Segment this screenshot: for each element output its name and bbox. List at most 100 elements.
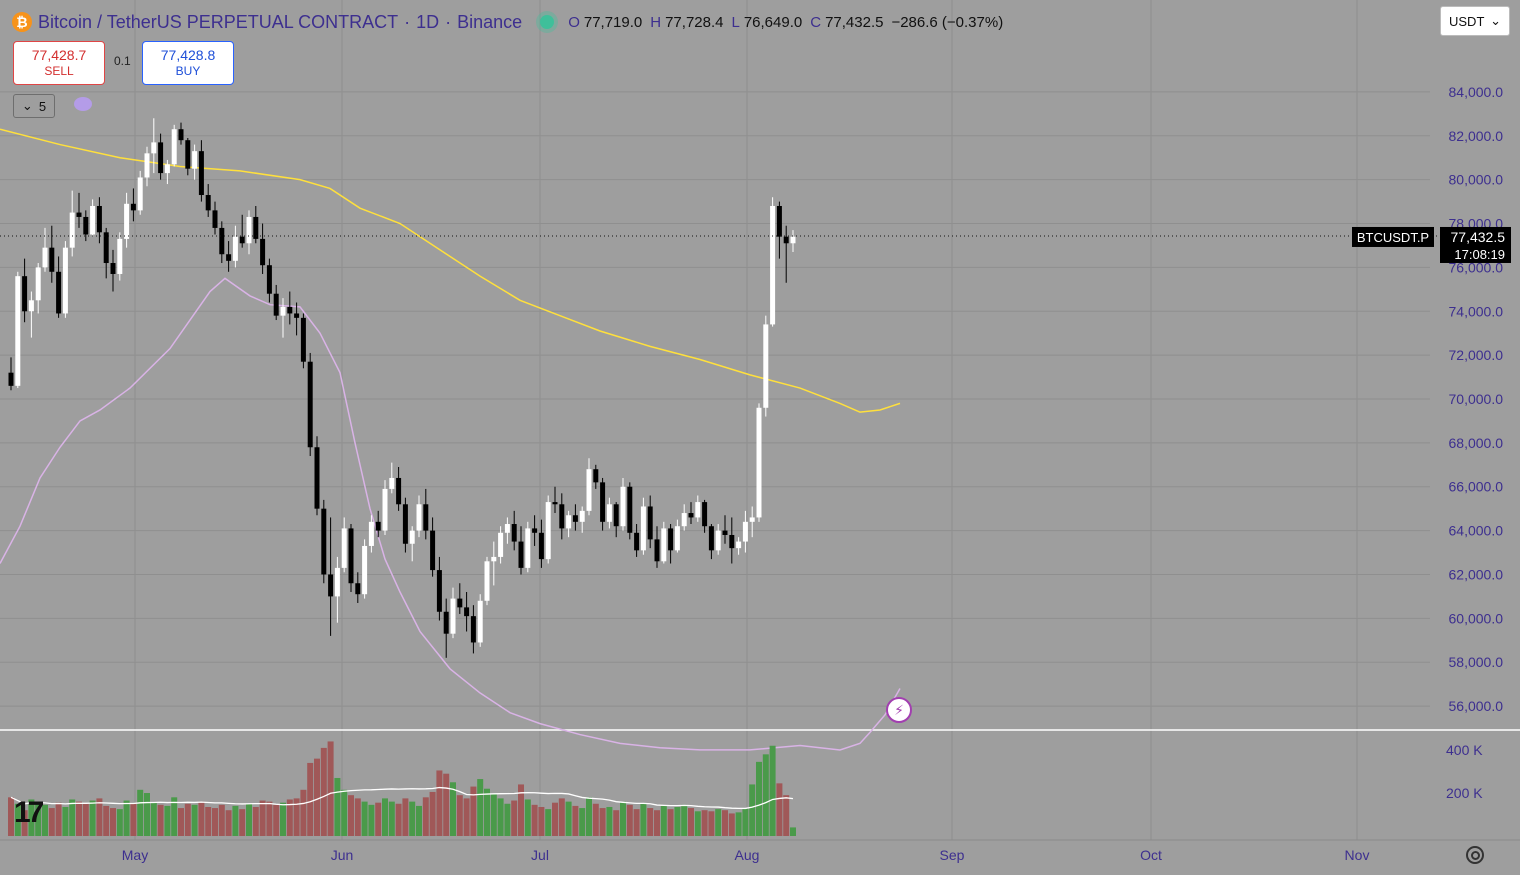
volume-series	[8, 741, 796, 836]
volume-bar	[103, 805, 110, 836]
candle	[518, 526, 524, 575]
volume-bar	[409, 801, 416, 836]
volume-bar	[334, 777, 341, 836]
volume-bar	[341, 789, 348, 836]
candle	[674, 519, 680, 553]
time-tick-label: Nov	[1345, 847, 1370, 863]
volume-bar	[266, 801, 273, 836]
candle	[49, 225, 55, 283]
candle	[436, 556, 442, 621]
open-value: 77,719.0	[583, 13, 643, 31]
price-tick-label: 74,000.0	[1449, 303, 1504, 319]
volume-bar	[633, 809, 640, 836]
candle	[117, 232, 123, 281]
sell-button[interactable]: 77,428.7 SELL	[13, 41, 105, 85]
volume-bar	[565, 801, 572, 836]
candle	[402, 497, 408, 553]
candle	[409, 526, 415, 562]
candle	[763, 315, 769, 417]
volume-bar	[416, 805, 422, 836]
volume-bar	[348, 795, 354, 836]
currency-select[interactable]: USDT ⌄	[1440, 6, 1510, 36]
volume-bar	[531, 804, 538, 836]
candle	[334, 556, 340, 623]
last-price-tag: BTCUSDT.P 77,432.5 17:08:19	[0, 226, 1511, 263]
order-quantity[interactable]: 0.1	[114, 54, 131, 68]
volume-bar	[14, 803, 21, 836]
candle	[593, 464, 599, 489]
volume-bar	[728, 813, 735, 836]
volume-bar	[701, 810, 708, 836]
time-tick-label: Aug	[735, 847, 760, 863]
volume-tick-label: 400 K	[1446, 742, 1483, 758]
volume-bar	[395, 803, 402, 836]
price-tick-label: 58,000.0	[1449, 654, 1504, 670]
candle	[28, 291, 34, 338]
currency-value: USDT	[1449, 13, 1485, 29]
volume-bar	[286, 799, 293, 836]
candle	[198, 140, 204, 202]
volume-bar	[518, 784, 524, 836]
settings-icon[interactable]	[1466, 846, 1484, 864]
candle	[552, 486, 558, 514]
volume-bar	[552, 802, 558, 836]
volume-bar	[599, 808, 606, 836]
candle	[355, 572, 361, 603]
time-tick-label: Jun	[331, 847, 354, 863]
candle	[695, 495, 701, 522]
volume-bar	[205, 806, 212, 836]
time-tick-label: Jul	[531, 847, 549, 863]
volume-bar	[579, 808, 586, 836]
candle	[423, 488, 429, 540]
price-tick-label: 70,000.0	[1449, 391, 1504, 407]
volume-bar	[116, 809, 123, 836]
eye-icon[interactable]	[74, 97, 92, 111]
volume-bar	[688, 808, 694, 836]
candle	[42, 227, 48, 272]
volume-bar	[8, 797, 14, 836]
volume-bar	[769, 745, 776, 836]
volume-bar	[35, 801, 42, 836]
candle	[15, 271, 21, 389]
candle	[600, 477, 606, 531]
candle	[83, 210, 89, 242]
volume-bar	[361, 801, 368, 836]
volume-bar	[422, 797, 429, 836]
candle	[532, 515, 538, 546]
volume-bar	[586, 797, 592, 836]
volume-bar	[715, 809, 722, 836]
buy-button[interactable]: 77,428.8 BUY	[142, 41, 234, 85]
price-tick-label: 72,000.0	[1449, 347, 1504, 363]
volume-bar	[660, 805, 667, 836]
candle	[450, 587, 456, 639]
symbol-name[interactable]: Bitcoin / TetherUS PERPETUAL CONTRACT	[38, 11, 399, 32]
candle	[280, 298, 286, 338]
indicators-toggle[interactable]: ⌄ 5	[13, 94, 55, 118]
volume-bar	[708, 811, 715, 836]
volume-bar	[484, 788, 490, 836]
volume-bar	[28, 799, 35, 836]
price-tick-label: 62,000.0	[1449, 566, 1504, 582]
market-status-icon[interactable]	[540, 15, 555, 29]
volume-bar	[320, 747, 327, 836]
candle	[504, 517, 510, 544]
candle	[457, 583, 463, 614]
volume-bar	[694, 811, 701, 836]
interval[interactable]: 1D	[416, 11, 440, 32]
chevron-down-icon: ⌄	[21, 98, 33, 113]
volume-bar	[388, 801, 395, 836]
volume-bar	[626, 804, 633, 836]
candle	[538, 519, 544, 568]
last-price-label: 77,432.5	[1451, 229, 1506, 245]
candle	[260, 223, 266, 274]
candle	[525, 521, 531, 573]
volume-bar	[184, 803, 191, 836]
candle	[253, 205, 259, 244]
candle	[151, 118, 157, 174]
candle	[688, 502, 694, 525]
volume-bar	[280, 802, 286, 836]
flash-icon[interactable]: ⚡	[886, 697, 912, 723]
symbol-header[interactable]: ₿ Bitcoin / TetherUS PERPETUAL CONTRACT …	[12, 10, 1007, 34]
volume-bar	[490, 794, 497, 836]
